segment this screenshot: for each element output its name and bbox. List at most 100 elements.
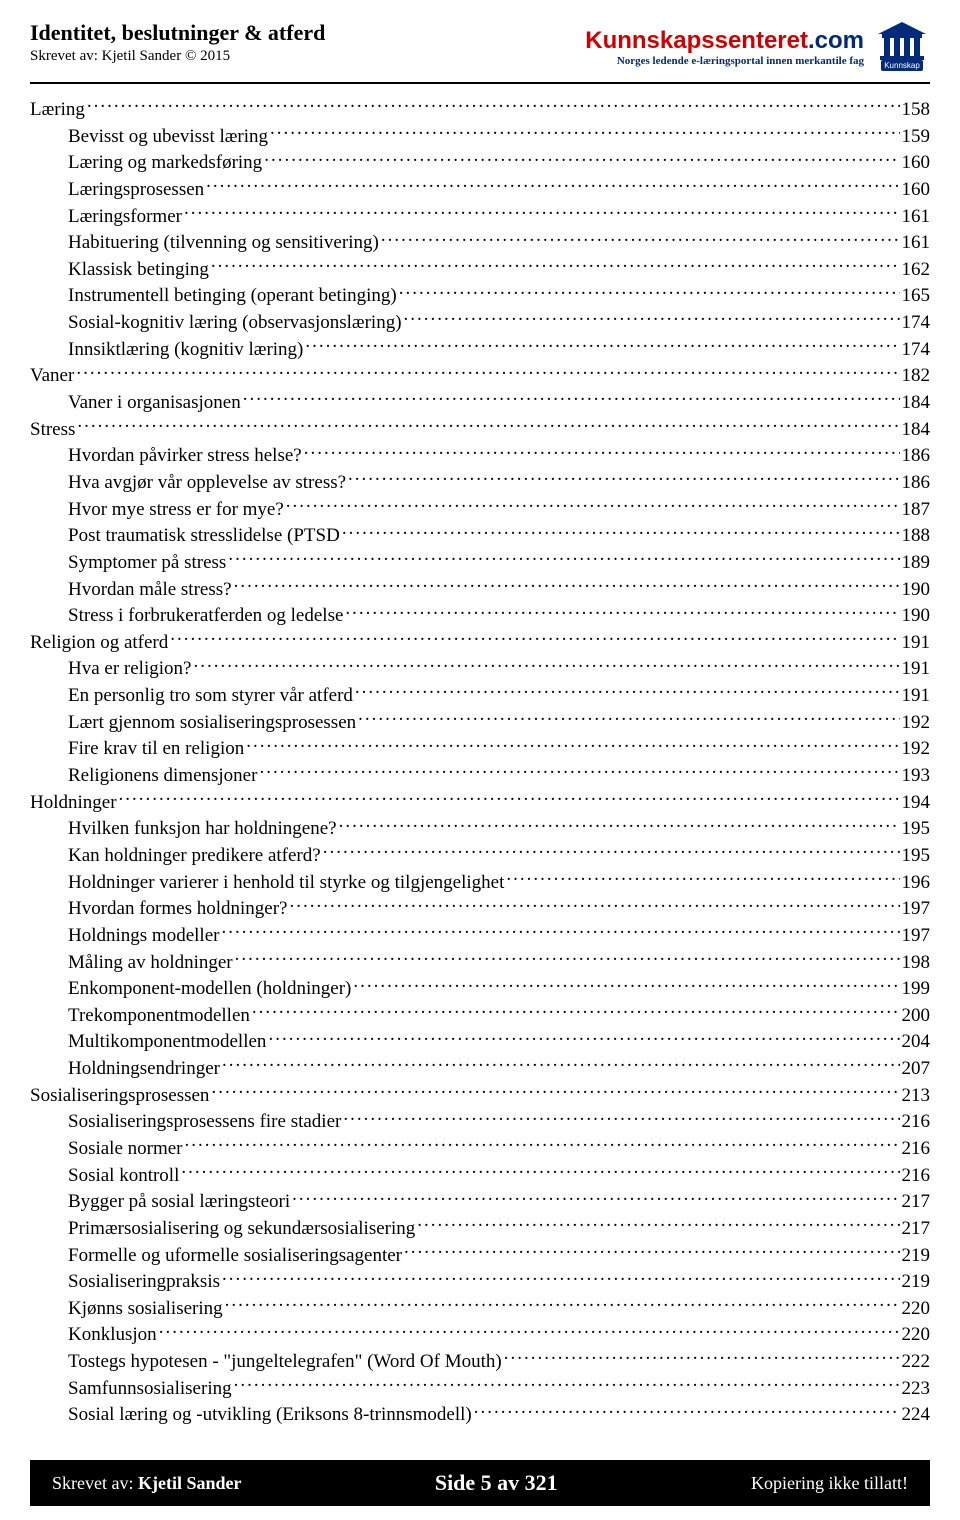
toc-entry-title: En personlig tro som styrer vår atferd: [68, 683, 353, 709]
toc-entry-page: 186: [902, 470, 931, 496]
header-left: Identitet, beslutninger & atferd Skrevet…: [30, 20, 585, 65]
toc-entry: Holdninger194: [30, 789, 930, 816]
toc-entry-title: Vaner i organisasjonen: [68, 390, 241, 416]
toc-leader-dots: [184, 203, 900, 222]
toc-leader-dots: [290, 895, 900, 914]
footer-author-prefix: Skrevet av:: [52, 1473, 138, 1493]
toc-entry: Religion og atferd 191: [30, 629, 930, 656]
toc-leader-dots: [246, 735, 899, 754]
toc-leader-dots: [286, 496, 900, 515]
brand-name-red: Kunnskapssenteret: [585, 27, 808, 54]
toc-entry-page: 195: [902, 843, 931, 869]
toc-entry-page: 198: [902, 950, 931, 976]
toc-leader-dots: [417, 1215, 899, 1234]
toc-leader-dots: [345, 602, 899, 621]
toc-entry: Bygger på sosial læringsteori 217: [30, 1188, 930, 1215]
toc-entry-page: 204: [902, 1029, 931, 1055]
toc-leader-dots: [235, 949, 900, 968]
toc-entry-page: 191: [902, 630, 931, 656]
page-footer: Skrevet av: Kjetil Sander Side 5 av 321 …: [30, 1460, 930, 1506]
toc-leader-dots: [381, 229, 900, 248]
toc-entry-page: 160: [902, 150, 931, 176]
toc-entry: Lært gjennom sosialiseringsprosessen 192: [30, 709, 930, 736]
toc-entry-page: 200: [902, 1003, 931, 1029]
toc-entry-title: Multikomponentmodellen: [68, 1029, 266, 1055]
toc-entry: Symptomer på stress189: [30, 549, 930, 576]
toc-entry-page: 216: [902, 1163, 931, 1189]
toc-entry-title: Formelle og uformelle sosialiseringsagen…: [68, 1243, 402, 1269]
toc-leader-dots: [252, 1002, 900, 1021]
toc-entry: Stress184: [30, 416, 930, 443]
toc-leader-dots: [353, 975, 899, 994]
toc-entry-title: Samfunnsosialisering: [68, 1376, 232, 1402]
toc-entry-page: 223: [902, 1376, 931, 1402]
toc-leader-dots: [504, 1348, 900, 1367]
toc-leader-dots: [270, 123, 899, 142]
toc-entry-title: Konklusjon: [68, 1322, 157, 1348]
footer-page-number: Side 5 av 321: [435, 1470, 558, 1496]
toc-entry: Sosialiseringpraksis219: [30, 1268, 930, 1295]
toc-entry: Bevisst og ubevisst læring159: [30, 123, 930, 150]
toc-leader-dots: [119, 789, 900, 808]
toc-leader-dots: [358, 709, 899, 728]
toc-entry-title: Sosialiseringsprosessen: [30, 1083, 209, 1109]
toc-entry-page: 220: [902, 1322, 931, 1348]
toc-entry-page: 222: [902, 1349, 931, 1375]
toc-entry-page: 207: [902, 1056, 931, 1082]
toc-entry-page: 187: [902, 497, 931, 523]
toc-entry: Hvor mye stress er for mye? 187: [30, 496, 930, 523]
toc-leader-dots: [234, 576, 900, 595]
toc-entry: Post traumatisk stresslidelse (PTSD 188: [30, 522, 930, 549]
toc-entry-page: 190: [902, 577, 931, 603]
toc-entry-page: 174: [902, 337, 931, 363]
toc-leader-dots: [342, 522, 900, 541]
brand-name: Kunnskapssenteret.com: [585, 29, 864, 53]
toc-leader-dots: [323, 842, 900, 861]
toc-entry-page: 190: [902, 603, 931, 629]
toc-entry-page: 192: [902, 736, 931, 762]
toc-entry-title: Religionens dimensjoner: [68, 763, 257, 789]
toc-entry-title: Hvordan måle stress?: [68, 577, 232, 603]
toc-entry-page: 192: [902, 710, 931, 736]
toc-entry-title: Lært gjennom sosialiseringsprosessen: [68, 710, 356, 736]
toc-leader-dots: [355, 682, 900, 701]
toc-leader-dots: [221, 922, 899, 941]
toc-entry: Læringsformer 161: [30, 203, 930, 230]
toc-entry: Habituering (tilvenning og sensitivering…: [30, 229, 930, 256]
toc-entry: Tostegs hypotesen - "jungeltelegrafen" (…: [30, 1348, 930, 1375]
toc-entry-title: Sosialiseringsprosessens fire stadier: [68, 1109, 341, 1135]
toc-entry-page: 191: [902, 683, 931, 709]
toc-entry-title: Kjønns sosialisering: [68, 1296, 223, 1322]
toc-entry-page: 216: [902, 1136, 931, 1162]
toc-entry-title: Læringsprosessen: [68, 177, 204, 203]
toc-entry: Fire krav til en religion192: [30, 735, 930, 762]
toc-leader-dots: [343, 1108, 899, 1127]
toc-entry-page: 213: [902, 1083, 931, 1109]
toc-entry-title: Stress i forbrukeratferden og ledelse: [68, 603, 343, 629]
toc-entry-page: 161: [902, 204, 931, 230]
toc-entry: Hva avgjør vår opplevelse av stress? 186: [30, 469, 930, 496]
toc-entry-title: Måling av holdninger: [68, 950, 233, 976]
toc-entry-title: Klassisk betinging: [68, 257, 209, 283]
toc-entry: Hvordan formes holdninger?197: [30, 895, 930, 922]
page-header: Identitet, beslutninger & atferd Skrevet…: [30, 20, 930, 84]
toc-entry: Formelle og uformelle sosialiseringsagen…: [30, 1242, 930, 1269]
toc-entry-page: 199: [902, 976, 931, 1002]
toc-entry-page: 189: [902, 550, 931, 576]
toc-entry-title: Instrumentell betinging (operant betingi…: [68, 283, 397, 309]
toc-entry-title: Post traumatisk stresslidelse (PTSD: [68, 523, 340, 549]
toc-entry-page: 188: [902, 523, 931, 549]
toc-entry-title: Hva avgjør vår opplevelse av stress?: [68, 470, 346, 496]
toc-leader-dots: [170, 629, 899, 648]
header-right: Kunnskapssenteret.com Norges ledende e-l…: [585, 20, 930, 76]
toc-leader-dots: [76, 362, 899, 381]
toc-entry-page: 158: [902, 97, 931, 123]
toc-entry-page: 217: [902, 1189, 931, 1215]
toc-entry: Hvordan måle stress? 190: [30, 576, 930, 603]
toc-leader-dots: [87, 96, 900, 115]
toc-entry-title: Holdningsendringer: [68, 1056, 220, 1082]
toc-entry-page: 197: [902, 896, 931, 922]
toc-entry-title: Læring: [30, 97, 85, 123]
toc-entry: Primærsosialisering og sekundærsosialise…: [30, 1215, 930, 1242]
toc-entry: Læring 158: [30, 96, 930, 123]
